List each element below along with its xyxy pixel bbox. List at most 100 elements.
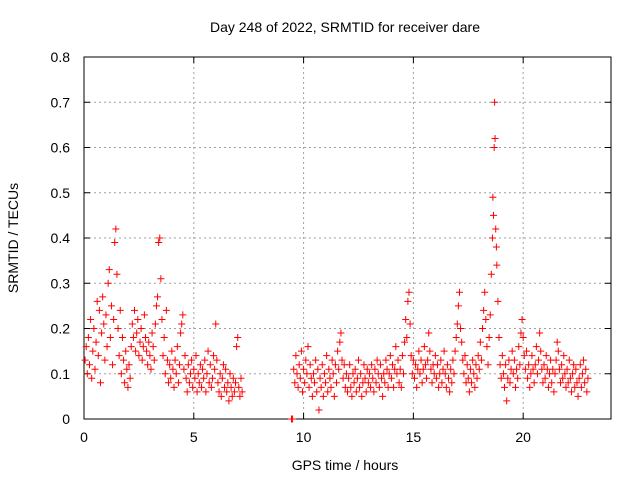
data-point [379, 392, 387, 400]
data-point [106, 334, 114, 342]
data-point [309, 370, 317, 378]
data-point [325, 365, 333, 373]
data-point [474, 352, 482, 360]
data-point [159, 352, 167, 360]
data-point [195, 379, 203, 387]
data-point [211, 365, 219, 373]
data-point [386, 352, 394, 360]
data-point [162, 306, 170, 314]
data-point [237, 374, 245, 382]
data-point [140, 311, 148, 319]
data-point [493, 261, 501, 269]
data-point [150, 356, 158, 364]
data-point [535, 356, 543, 364]
data-point [431, 352, 439, 360]
data-point [131, 306, 139, 314]
data-point [571, 383, 579, 391]
data-point [292, 352, 300, 360]
data-point [503, 397, 511, 405]
x-axis-ticks: 0 5 10 15 20 [80, 57, 531, 445]
data-point [144, 361, 152, 369]
data-point [212, 320, 220, 328]
data-point [318, 361, 326, 369]
data-point [369, 374, 377, 382]
data-point [499, 370, 507, 378]
data-point [91, 365, 99, 373]
x-tick-label: 20 [515, 429, 531, 445]
data-point [432, 374, 440, 382]
y-tick-label: 0.3 [51, 275, 71, 291]
data-point [466, 365, 474, 373]
data-point [520, 352, 528, 360]
x-axis-label: GPS time / hours [292, 457, 399, 473]
data-point [301, 379, 309, 387]
data-point [156, 234, 164, 242]
data-point [141, 334, 149, 342]
data-point [407, 352, 415, 360]
data-point [174, 379, 182, 387]
data-point [104, 279, 112, 287]
data-point [82, 343, 90, 351]
data-point [180, 365, 188, 373]
data-point [185, 379, 193, 387]
data-point [477, 356, 485, 364]
data-point [317, 383, 325, 391]
data-point [489, 193, 497, 201]
data-point [459, 356, 467, 364]
data-point [423, 374, 431, 382]
y-tick-label: 0.8 [51, 49, 71, 65]
data-point [540, 361, 548, 369]
data-point [342, 370, 350, 378]
data-point [157, 275, 165, 283]
data-point [491, 134, 499, 142]
data-point [492, 225, 500, 233]
data-point [418, 379, 426, 387]
y-tick-label: 0.5 [51, 185, 71, 201]
data-point [427, 365, 435, 373]
data-point [428, 379, 436, 387]
data-point [219, 361, 227, 369]
data-point [137, 325, 145, 332]
data-point [201, 356, 209, 364]
data-point [373, 356, 381, 364]
data-point [234, 334, 242, 342]
data-point [514, 374, 522, 382]
data-point [322, 379, 330, 387]
data-point [197, 383, 205, 391]
data-point [495, 334, 503, 342]
data-point [171, 356, 179, 364]
data-point [96, 379, 104, 387]
data-point [472, 361, 480, 369]
data-point [328, 356, 336, 364]
data-point [160, 334, 168, 342]
data-point [517, 329, 525, 337]
data-point [353, 374, 361, 382]
data-point [544, 383, 552, 391]
data-point [229, 374, 237, 382]
data-point [536, 329, 544, 337]
data-point [485, 334, 493, 342]
data-point [455, 288, 463, 296]
data-point [136, 338, 144, 346]
data-point [486, 311, 494, 319]
data-point [550, 388, 558, 396]
data-point [447, 365, 455, 373]
data-point [490, 211, 498, 219]
data-point [406, 320, 414, 328]
data-point [440, 347, 448, 355]
data-point [525, 361, 533, 369]
data-point [558, 361, 566, 369]
data-point [344, 388, 351, 396]
data-point [494, 297, 502, 305]
data-point [421, 361, 429, 369]
data-point [442, 383, 450, 391]
data-point [312, 356, 320, 364]
data-point [395, 379, 403, 387]
data-point [303, 370, 311, 378]
data-point [527, 370, 535, 378]
data-point [221, 383, 229, 391]
data-point [213, 356, 221, 364]
data-point [169, 365, 177, 373]
y-tick-label: 0.6 [51, 140, 71, 156]
